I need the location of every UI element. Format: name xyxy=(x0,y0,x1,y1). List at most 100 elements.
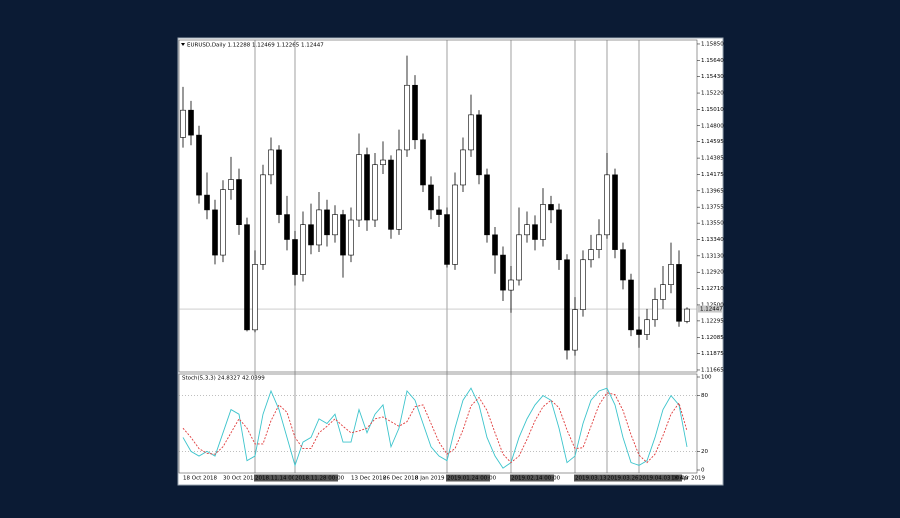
candle-body xyxy=(356,154,362,221)
y-tick-label: 1.13550 xyxy=(701,221,724,227)
candle-body xyxy=(220,189,226,256)
y-tick-label: 1.15220 xyxy=(701,91,724,97)
x-tick-label: 2019.03.26 00:00 xyxy=(607,476,657,482)
y-tick-label: 1.12295 xyxy=(701,318,724,324)
y-tick-label: 1.12500 xyxy=(701,302,724,308)
candle-body xyxy=(372,164,378,221)
candle-body xyxy=(452,184,458,265)
main-plot-frame xyxy=(178,39,698,373)
x-marker-label-box xyxy=(510,474,554,482)
y-tick-label: 1.14800 xyxy=(701,123,724,129)
candle-body xyxy=(596,234,602,250)
candle-body xyxy=(484,174,490,236)
candle-body xyxy=(588,249,594,261)
x-tick-label: 13 Dec 2018 xyxy=(351,476,387,482)
candle-body xyxy=(540,204,546,240)
candle-body xyxy=(252,264,258,331)
x-tick-label: 2018.11.14 00:00 xyxy=(255,476,305,482)
stoch-plot-frame xyxy=(178,373,698,474)
candle-body xyxy=(676,264,682,322)
y-tick-label: 1.11875 xyxy=(701,351,724,357)
y-tick-label: 1.14175 xyxy=(701,172,724,178)
x-tick-label: 30 Oct 2018 xyxy=(223,476,258,482)
candle-body xyxy=(292,239,298,275)
y-tick-label: 1.12920 xyxy=(701,270,724,276)
x-marker-label-box xyxy=(606,474,650,482)
y-tick-label: 1.11665 xyxy=(701,367,724,373)
x-tick-label: 18 Oct 2018 xyxy=(183,476,218,482)
candle-body xyxy=(500,254,506,291)
y-tick-label: 1.13965 xyxy=(701,188,724,194)
candle-body xyxy=(308,224,314,246)
y-tick-label: 1.15850 xyxy=(701,41,724,47)
y-tick-label: 1.15430 xyxy=(701,74,724,80)
candle-body xyxy=(340,214,346,256)
stoch-line xyxy=(182,387,688,469)
chart-window xyxy=(177,37,724,486)
candle-body xyxy=(380,159,386,166)
candle-body xyxy=(284,214,290,240)
candle-body xyxy=(492,234,498,256)
candle-body xyxy=(548,204,554,211)
candle-body xyxy=(644,319,650,335)
x-marker-label-box xyxy=(254,474,298,482)
candle-body xyxy=(332,214,338,236)
candle-body xyxy=(668,264,674,285)
candle-body xyxy=(348,219,354,256)
y-tick-label: 1.15010 xyxy=(701,107,724,113)
candle-body xyxy=(188,109,194,136)
stoch-title: Stoch(5,3,3) 24.8327 42.0399 xyxy=(182,376,265,382)
candle-body xyxy=(660,284,666,300)
candle-body xyxy=(652,299,658,321)
candle-body xyxy=(268,149,274,176)
x-marker-label-box xyxy=(638,474,682,482)
candle-body xyxy=(628,279,634,331)
candle-body xyxy=(476,114,482,176)
candle-body xyxy=(556,209,562,261)
candle-body xyxy=(436,209,442,215)
candle-body xyxy=(396,149,402,230)
y-tick-label: 1.12085 xyxy=(701,335,724,341)
stoch-line xyxy=(182,392,688,464)
y-tick-label: 1.13340 xyxy=(701,237,724,243)
candle-body xyxy=(412,84,418,141)
x-tick-label: 26 Dec 2018 xyxy=(383,476,419,482)
candle-body xyxy=(276,149,282,215)
candle-body xyxy=(196,134,202,196)
candle-body xyxy=(236,179,242,225)
x-tick-label: 2019.04.03 00:00 xyxy=(639,476,689,482)
candle-body xyxy=(404,84,410,151)
candle-body xyxy=(428,184,434,211)
x-tick-label: 2019.01.24 00:00 xyxy=(447,476,497,482)
candle-body xyxy=(524,224,530,236)
candle-body xyxy=(604,174,610,236)
candle-body xyxy=(316,209,322,246)
bid-label-box xyxy=(698,305,722,313)
y-tick-label: 100 xyxy=(701,375,712,381)
menu-arrow[interactable] xyxy=(181,43,185,46)
candle-body xyxy=(636,329,642,335)
candle-body xyxy=(260,174,266,265)
candle-body xyxy=(212,209,218,256)
chart-title: EURUSD,Daily 1.12288 1.12469 1.12265 1.1… xyxy=(187,43,324,49)
y-tick-label: 0 xyxy=(701,468,705,474)
candle-body xyxy=(180,109,186,138)
y-tick-label: 1.12710 xyxy=(701,286,724,292)
y-tick-label: 1.14595 xyxy=(701,139,724,145)
candle-body xyxy=(420,139,426,186)
candle-body xyxy=(444,214,450,265)
candle-body xyxy=(532,224,538,240)
bid-label: 1.12447 xyxy=(700,307,723,313)
candle-body xyxy=(508,279,514,291)
x-tick-label: 18 Apr 2019 xyxy=(671,476,706,482)
y-tick-label: 20 xyxy=(701,449,708,455)
candle-body xyxy=(620,249,626,281)
candle-body xyxy=(300,224,306,275)
y-tick-label: 1.13755 xyxy=(701,205,724,211)
candle-body xyxy=(572,309,578,351)
y-tick-label: 1.14385 xyxy=(701,156,724,162)
candle-body xyxy=(324,209,330,236)
x-marker-label-box xyxy=(574,474,618,482)
